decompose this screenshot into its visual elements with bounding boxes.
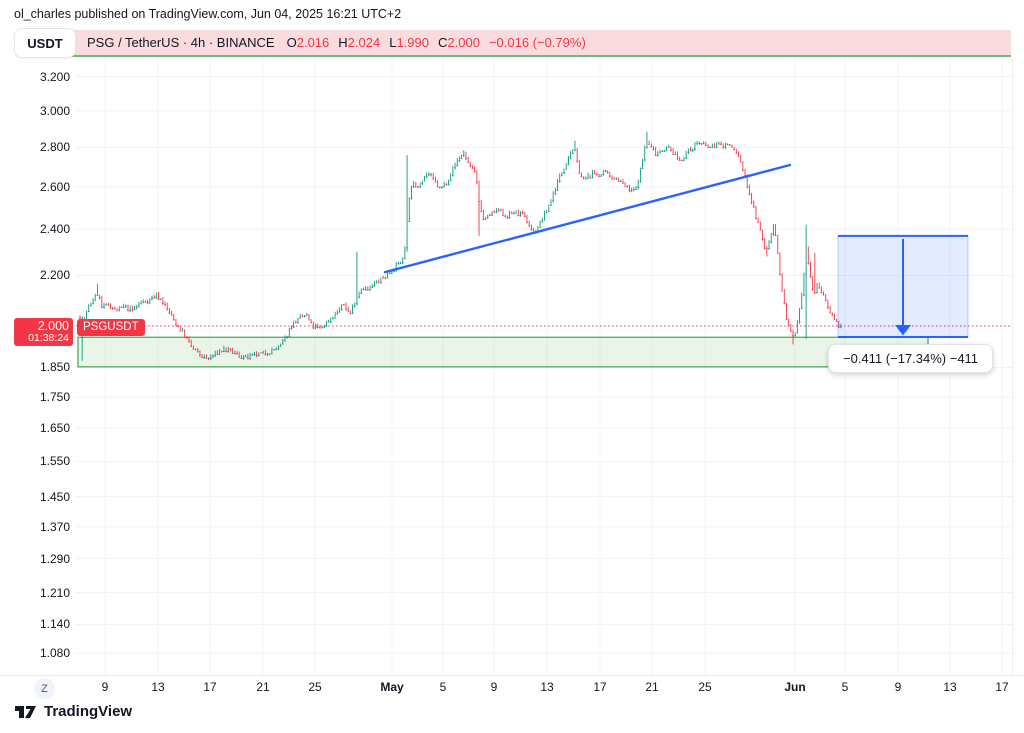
time-tick-label: 13 — [151, 680, 165, 694]
time-tick-label: 13 — [540, 680, 554, 694]
price-tick-label: 2.800 — [39, 140, 70, 154]
close-value: 2.000 — [447, 35, 480, 50]
current-price-value: 2.000 — [37, 319, 69, 333]
time-tick-label: 17 — [995, 680, 1009, 694]
price-tick-label: 1.850 — [39, 360, 70, 374]
high-label: H — [338, 35, 348, 50]
symbol-info-banner: PSG / TetherUS · 4h · BINANCE O 2.016 H … — [23, 30, 1011, 57]
tradingview-logo[interactable]: TradingView — [14, 703, 132, 720]
low-value: 1.990 — [396, 35, 429, 50]
time-tick-label: 21 — [256, 680, 270, 694]
price-tick-label: 3.000 — [39, 104, 70, 118]
time-tick-label: 17 — [593, 680, 607, 694]
price-tick-label: 1.750 — [39, 390, 70, 404]
current-price-tag: 2.000 01:38:24 — [14, 318, 73, 346]
time-tick-label: 25 — [308, 680, 322, 694]
tradingview-logo-icon — [15, 705, 36, 718]
price-tick-label: 1.650 — [39, 421, 70, 435]
open-label: O — [286, 35, 297, 50]
time-tick-label: May — [380, 680, 404, 694]
price-tick-label: 1.550 — [39, 454, 70, 468]
price-tick-label: 2.200 — [39, 268, 70, 282]
time-tick-label: Jun — [784, 680, 806, 694]
price-tick-label: 2.600 — [39, 180, 70, 194]
time-tick-label: 13 — [943, 680, 957, 694]
price-tick-label: 2.400 — [39, 222, 70, 236]
publish-byline: ol_charles published on TradingView.com,… — [14, 7, 402, 21]
timezone-button[interactable]: Z — [34, 678, 55, 699]
price-tick-label: 1.210 — [39, 586, 70, 600]
chart-right-border — [1012, 58, 1013, 675]
price-tick-label: 1.290 — [39, 552, 70, 566]
change-value: −0.016 (−0.79%) — [488, 35, 586, 50]
time-tick-label: 25 — [698, 680, 712, 694]
price-tick-label: 1.370 — [39, 520, 70, 534]
time-axis-divider — [0, 675, 1024, 676]
time-tick-label: 9 — [490, 680, 498, 694]
time-tick-label: 9 — [101, 680, 109, 694]
time-tick-label: 5 — [841, 680, 849, 694]
time-tick-label: 21 — [645, 680, 659, 694]
price-tick-label: 1.140 — [39, 617, 70, 631]
symbol-price-line-tag: PSGUSDT — [77, 319, 145, 336]
bar-countdown: 01:38:24 — [28, 332, 69, 345]
price-tick-label: 1.080 — [39, 646, 70, 660]
time-tick-label: 9 — [894, 680, 902, 694]
tradingview-logo-text: TradingView — [44, 703, 133, 720]
measure-result-tooltip: −0.411 (−17.34%) −411 — [828, 344, 994, 373]
time-tick-label: 5 — [439, 680, 447, 694]
high-value: 2.024 — [347, 35, 381, 50]
price-tick-label: 1.450 — [39, 490, 70, 504]
symbol-title: PSG / TetherUS · 4h · BINANCE — [87, 35, 275, 50]
currency-toggle-button[interactable]: USDT — [14, 28, 76, 58]
low-label: L — [389, 35, 397, 50]
close-label: C — [438, 35, 448, 50]
price-tick-label: 3.200 — [39, 70, 70, 84]
time-tick-label: 17 — [203, 680, 217, 694]
open-value: 2.016 — [296, 35, 330, 50]
